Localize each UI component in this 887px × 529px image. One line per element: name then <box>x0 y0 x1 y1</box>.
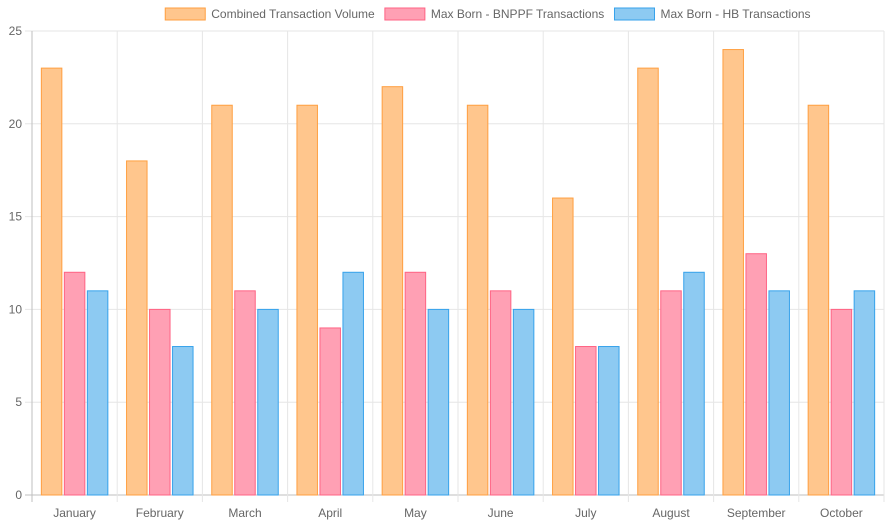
x-tick-label: March <box>228 506 261 520</box>
bar-combined-transaction-volume-march[interactable] <box>211 104 233 496</box>
bar-max-born-bnppf-transactions-march[interactable] <box>234 290 256 496</box>
legend-swatch <box>164 7 206 21</box>
bar-combined-transaction-volume-september[interactable] <box>722 49 744 496</box>
bar-combined-transaction-volume-june[interactable] <box>466 104 489 496</box>
bar-combined-transaction-volume-february[interactable] <box>126 160 148 496</box>
grid-lines <box>25 30 885 502</box>
bar-combined-transaction-volume-august[interactable] <box>637 67 659 496</box>
bar-combined-transaction-volume-april[interactable] <box>296 104 318 496</box>
x-tick-label: July <box>575 506 596 520</box>
legend-swatch <box>384 7 426 21</box>
bar-max-born-bnppf-transactions-april[interactable] <box>319 327 341 496</box>
bar-max-born-bnppf-transactions-september[interactable] <box>745 253 767 496</box>
bar-max-born-bnppf-transactions-may[interactable] <box>404 271 427 496</box>
x-tick-label: April <box>318 506 342 520</box>
y-tick-label: 25 <box>9 24 23 38</box>
legend-item-max-born-bnppf-transactions[interactable]: Max Born - BNPPF Transactions <box>384 7 604 21</box>
bar-max-born-hb-transactions-july[interactable] <box>598 346 620 496</box>
x-tick-label: January <box>53 506 96 520</box>
legend: Combined Transaction Volume Max Born - BN… <box>164 7 811 21</box>
bar-combined-transaction-volume-july[interactable] <box>552 197 574 496</box>
y-tick-label: 20 <box>9 117 23 131</box>
bar-max-born-hb-transactions-august[interactable] <box>683 271 705 496</box>
bar-max-born-bnppf-transactions-february[interactable] <box>149 308 171 496</box>
bar-max-born-hb-transactions-march[interactable] <box>257 308 279 496</box>
bar-max-born-hb-transactions-june[interactable] <box>512 308 535 496</box>
x-tick-label: August <box>652 506 690 520</box>
bar-combined-transaction-volume-may[interactable] <box>381 86 404 496</box>
bar-max-born-hb-transactions-october[interactable] <box>853 290 876 496</box>
y-tick-label: 10 <box>9 302 23 316</box>
y-axis: 0 5 10 15 20 25 <box>9 24 23 502</box>
bar-max-born-bnppf-transactions-january[interactable] <box>63 271 86 496</box>
legend-item-combined-transaction-volume[interactable]: Combined Transaction Volume <box>164 7 375 21</box>
x-tick-label: June <box>488 506 514 520</box>
legend-swatch <box>613 7 655 21</box>
legend-label: Combined Transaction Volume <box>211 7 375 21</box>
y-tick-label: 5 <box>15 395 22 409</box>
y-tick-label: 0 <box>15 488 22 502</box>
bar-max-born-bnppf-transactions-june[interactable] <box>489 290 512 496</box>
x-tick-label: October <box>820 506 863 520</box>
bar-max-born-hb-transactions-january[interactable] <box>86 290 109 496</box>
y-tick-label: 15 <box>9 210 23 224</box>
bar-combined-transaction-volume-october[interactable] <box>807 104 830 496</box>
bar-max-born-hb-transactions-april[interactable] <box>342 271 364 496</box>
bar-max-born-hb-transactions-february[interactable] <box>172 346 194 496</box>
bar-max-born-bnppf-transactions-august[interactable] <box>660 290 682 496</box>
legend-label: Max Born - BNPPF Transactions <box>431 7 604 21</box>
x-tick-label: September <box>727 506 786 520</box>
bar-max-born-bnppf-transactions-october[interactable] <box>830 308 853 496</box>
legend-item-max-born-hb-transactions[interactable]: Max Born - HB Transactions <box>613 7 811 21</box>
bar-max-born-hb-transactions-september[interactable] <box>768 290 790 496</box>
bars <box>40 49 876 496</box>
bar-max-born-hb-transactions-may[interactable] <box>427 308 450 496</box>
x-axis: January February March April May June July Augu… <box>53 506 862 520</box>
bar-combined-transaction-volume-january[interactable] <box>40 67 63 496</box>
legend-label: Max Born - HB Transactions <box>660 7 810 21</box>
x-tick-label: February <box>136 506 184 520</box>
bar-max-born-bnppf-transactions-july[interactable] <box>575 346 597 496</box>
x-tick-label: May <box>404 506 427 520</box>
